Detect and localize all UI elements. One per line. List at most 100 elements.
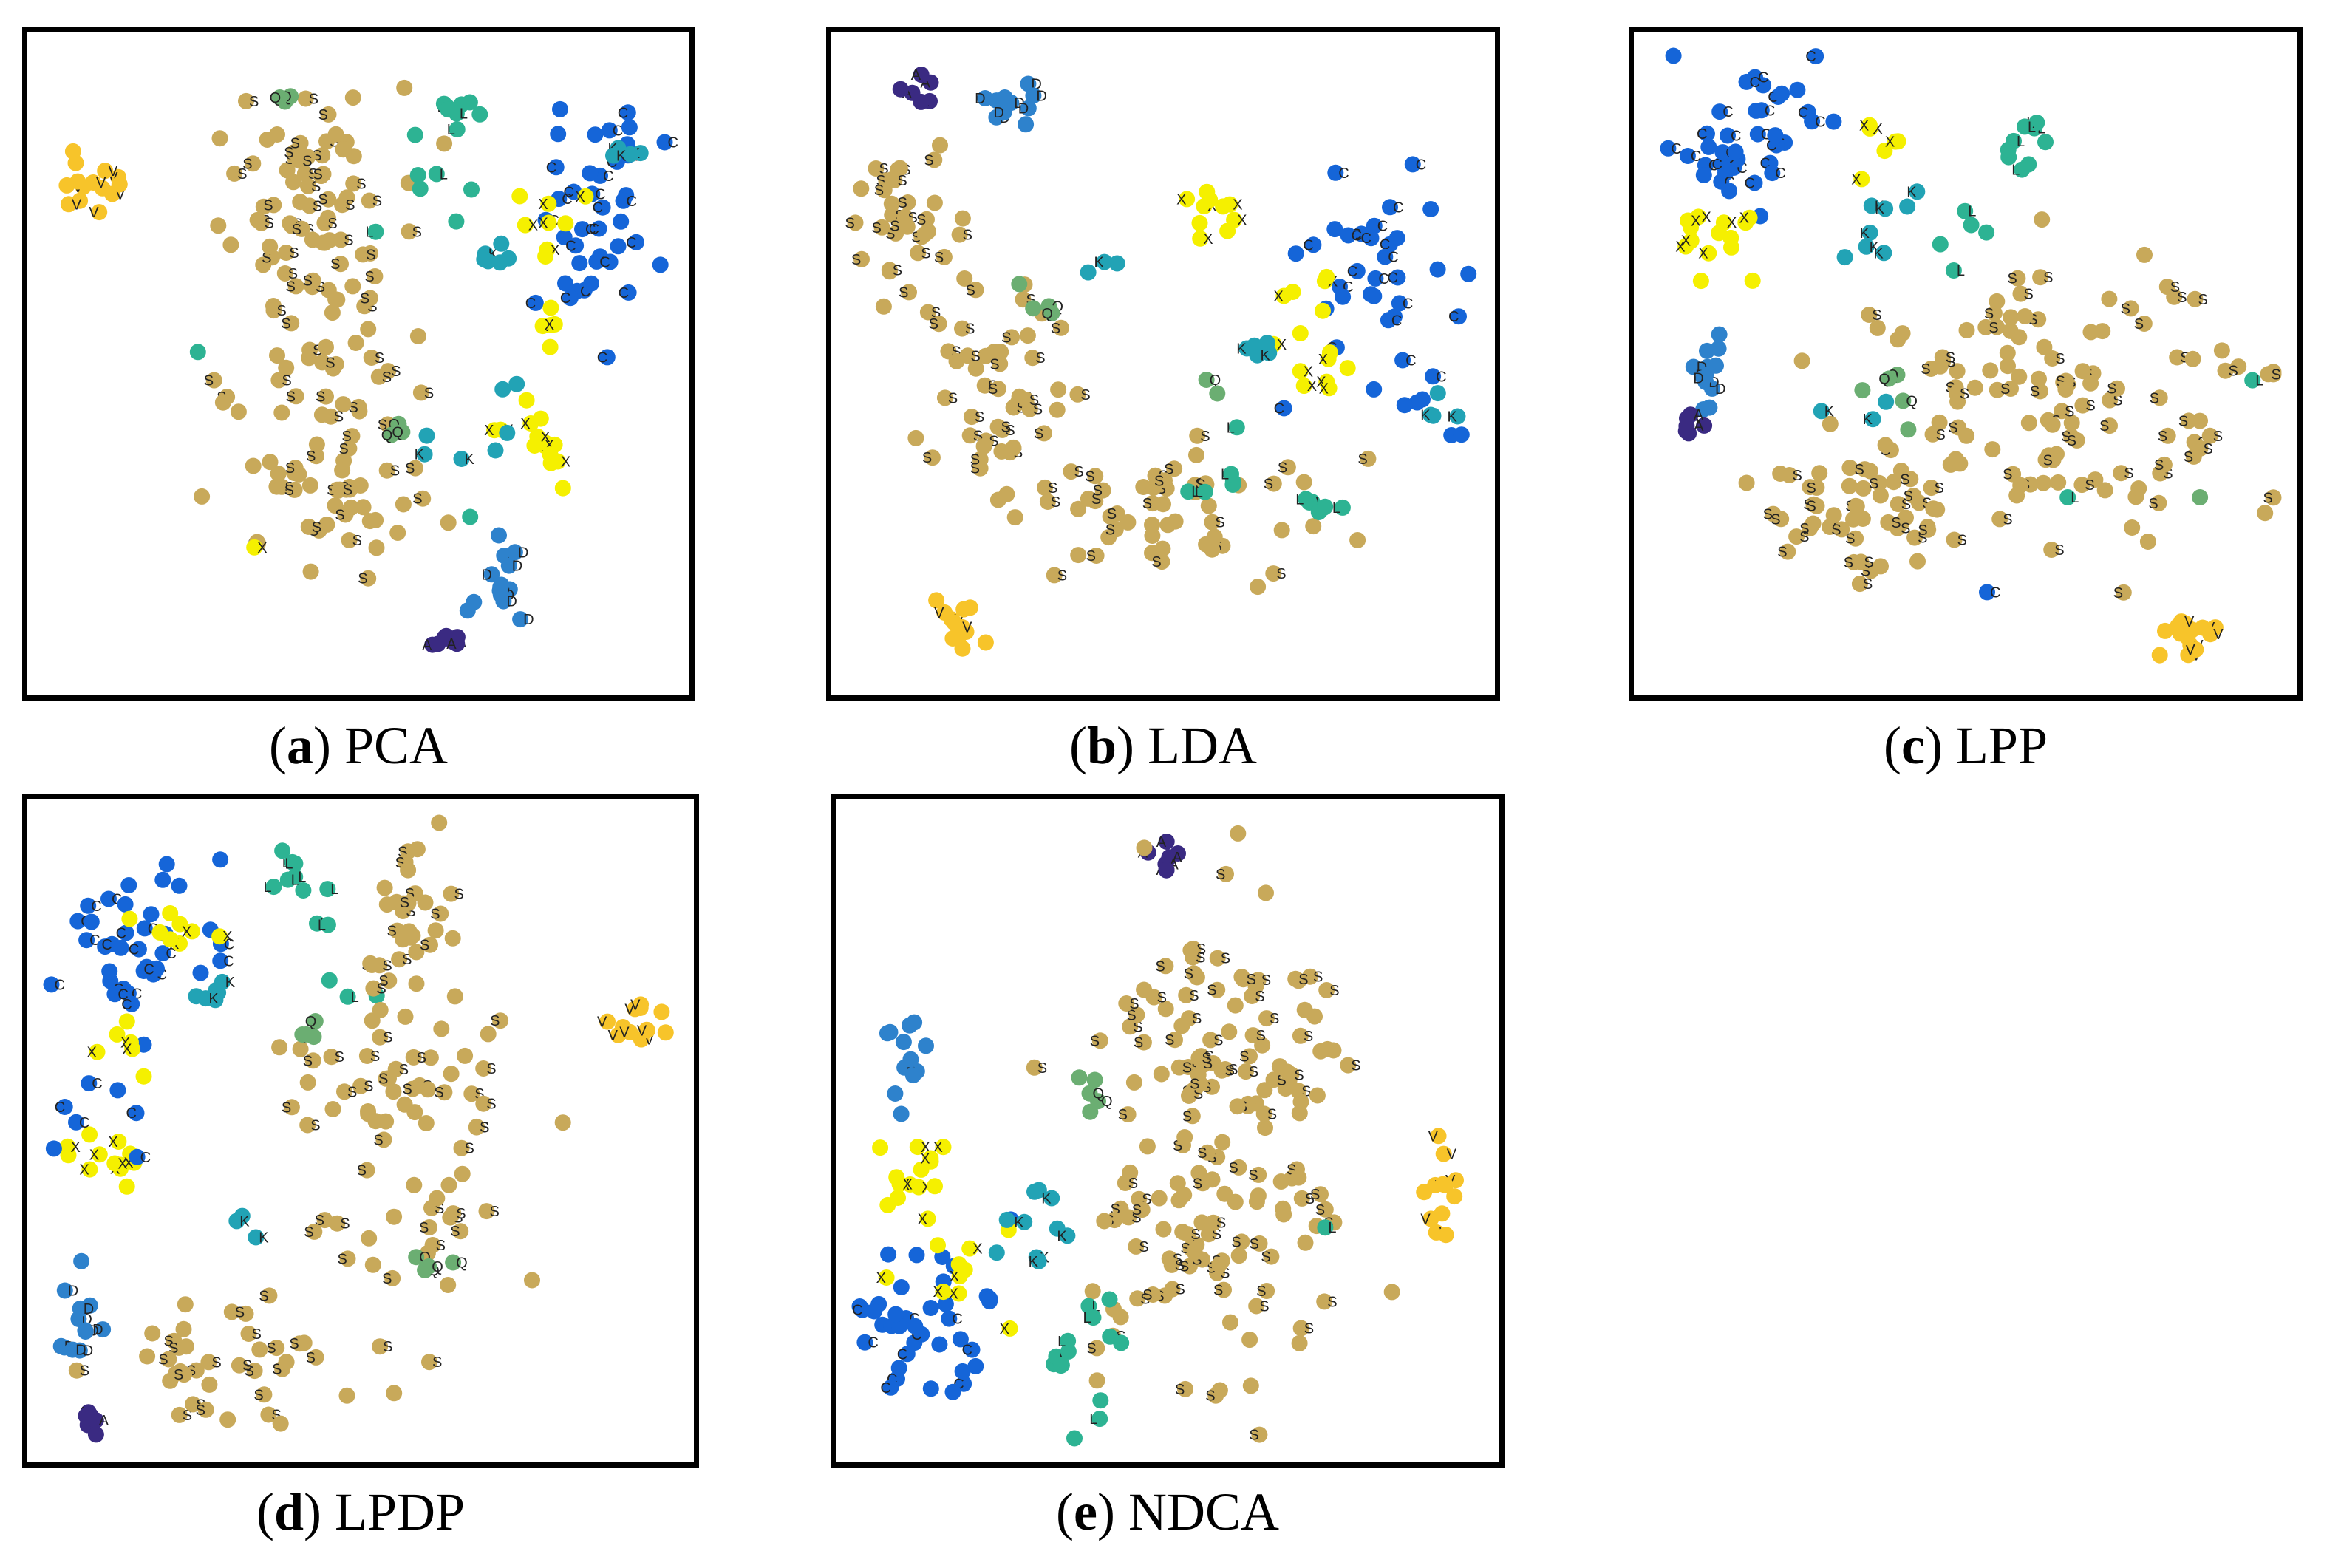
scatter-point-c xyxy=(893,1279,910,1295)
scatter-point-c xyxy=(619,104,636,121)
scatter-point-c xyxy=(1366,381,1383,398)
scatter-point-c xyxy=(78,932,95,949)
scatter-point-s xyxy=(1811,465,1828,482)
point-label: A xyxy=(1172,850,1182,866)
scatter-point-s xyxy=(333,256,349,273)
point-label: X xyxy=(1233,197,1242,214)
scatter-point-s xyxy=(1144,517,1160,534)
point-label: S xyxy=(1989,320,1998,336)
scatter-point-s xyxy=(1178,986,1195,1003)
scatter-point-l xyxy=(2017,118,2033,135)
scatter-point-s xyxy=(1157,1001,1174,1018)
scatter-point-c xyxy=(887,1306,904,1323)
scatter-point-s xyxy=(422,936,438,953)
scatter-point-l xyxy=(1317,1219,1334,1236)
scatter-point-k xyxy=(214,973,231,990)
scatter-point-v xyxy=(2179,629,2196,646)
scatter-point-k xyxy=(487,442,504,459)
scatter-point-s xyxy=(1046,567,1063,584)
point-label: V xyxy=(624,1001,635,1018)
scatter-point-x xyxy=(1744,272,1761,289)
point-label: S xyxy=(1001,330,1011,346)
scatter-point-x xyxy=(542,338,559,355)
scatter-point-l xyxy=(1092,1392,1109,1409)
scatter-point-s xyxy=(1156,472,1173,489)
point-label: C xyxy=(1378,271,1388,287)
scatter-point-s xyxy=(308,448,324,465)
scatter-point-c xyxy=(212,851,229,868)
point-label: S xyxy=(490,1204,500,1220)
scatter-point-s xyxy=(1189,427,1206,444)
scatter-point-s xyxy=(1869,319,1886,336)
scatter-point-s xyxy=(433,1020,450,1037)
scatter-point-s xyxy=(1297,1234,1314,1251)
scatter-point-c xyxy=(1746,174,1763,191)
scatter-point-k xyxy=(493,235,510,252)
point-label: S xyxy=(1005,423,1015,439)
point-label: Q xyxy=(1906,393,1918,409)
point-label: S xyxy=(2198,292,2208,308)
point-label: S xyxy=(1215,515,1224,531)
scatter-point-s xyxy=(1279,1063,1296,1080)
scatter-point-s xyxy=(299,1074,316,1091)
scatter-point-s xyxy=(268,1340,285,1357)
point-label: S xyxy=(313,167,323,183)
scatter-point-s xyxy=(1257,1119,1273,1136)
point-label: S xyxy=(391,364,401,380)
point-label: L xyxy=(1227,420,1235,436)
scatter-point-s xyxy=(370,368,387,385)
point-label: S xyxy=(1212,1227,1221,1243)
scatter-point-l xyxy=(319,916,336,933)
scatter-point-x xyxy=(1321,380,1338,397)
point-label: S xyxy=(1256,1028,1266,1044)
scatter-point-s xyxy=(1293,1190,1310,1207)
scatter-point-k xyxy=(248,1229,265,1246)
scatter-point-x xyxy=(540,195,557,212)
scatter-point-c xyxy=(601,122,618,139)
scatter-point-s xyxy=(1241,1332,1258,1349)
scatter-point-v xyxy=(657,1024,674,1041)
point-label: S xyxy=(302,154,312,170)
point-label: D xyxy=(518,545,528,561)
point-label: L xyxy=(2028,119,2036,135)
scatter-point-c xyxy=(1408,394,1425,411)
scatter-point-s xyxy=(440,1277,457,1293)
scatter-point-s xyxy=(2130,480,2147,497)
scatter-point-s xyxy=(457,1047,474,1064)
scatter-point-l xyxy=(287,855,304,872)
scatter-point-s xyxy=(2158,279,2175,296)
point-label: C xyxy=(1671,141,1681,157)
scatter-point-s xyxy=(418,1115,435,1131)
scatter-point-c xyxy=(1700,138,1717,155)
scatter-point-v xyxy=(946,614,962,631)
point-label: K xyxy=(1863,412,1873,428)
scatter-point-s xyxy=(324,304,341,321)
scatter-point-s xyxy=(1181,1258,1198,1275)
scatter-point-c xyxy=(1807,48,1824,65)
scatter-point-l xyxy=(189,344,206,361)
point-label: X xyxy=(222,929,232,945)
scatter-point-v xyxy=(97,163,114,180)
scatter-point-s xyxy=(400,862,417,879)
point-label: D xyxy=(68,1284,78,1300)
point-label: K xyxy=(1420,408,1431,424)
scatter-point-s xyxy=(341,440,358,457)
scatter-point-s xyxy=(68,1362,85,1379)
point-label: S xyxy=(325,355,335,371)
scatter-point-s xyxy=(406,1176,423,1193)
scatter-point-c xyxy=(890,1360,907,1377)
scatter-point-s xyxy=(360,570,377,587)
scatter-point-s xyxy=(1117,1175,1134,1191)
scatter-point-l xyxy=(1334,499,1351,516)
scatter-point-v xyxy=(2170,618,2187,635)
point-label: K xyxy=(239,1213,250,1230)
point-label: C xyxy=(1691,149,1701,165)
point-label: K xyxy=(259,1230,269,1247)
scatter-point-s xyxy=(286,481,303,498)
scatter-point-s xyxy=(2044,416,2061,433)
point-label: X xyxy=(1885,134,1895,151)
scatter-point-s xyxy=(385,1083,402,1100)
scatter-point-s xyxy=(1136,839,1153,856)
point-label: S xyxy=(412,224,422,240)
scatter-point-s xyxy=(1932,358,1949,375)
